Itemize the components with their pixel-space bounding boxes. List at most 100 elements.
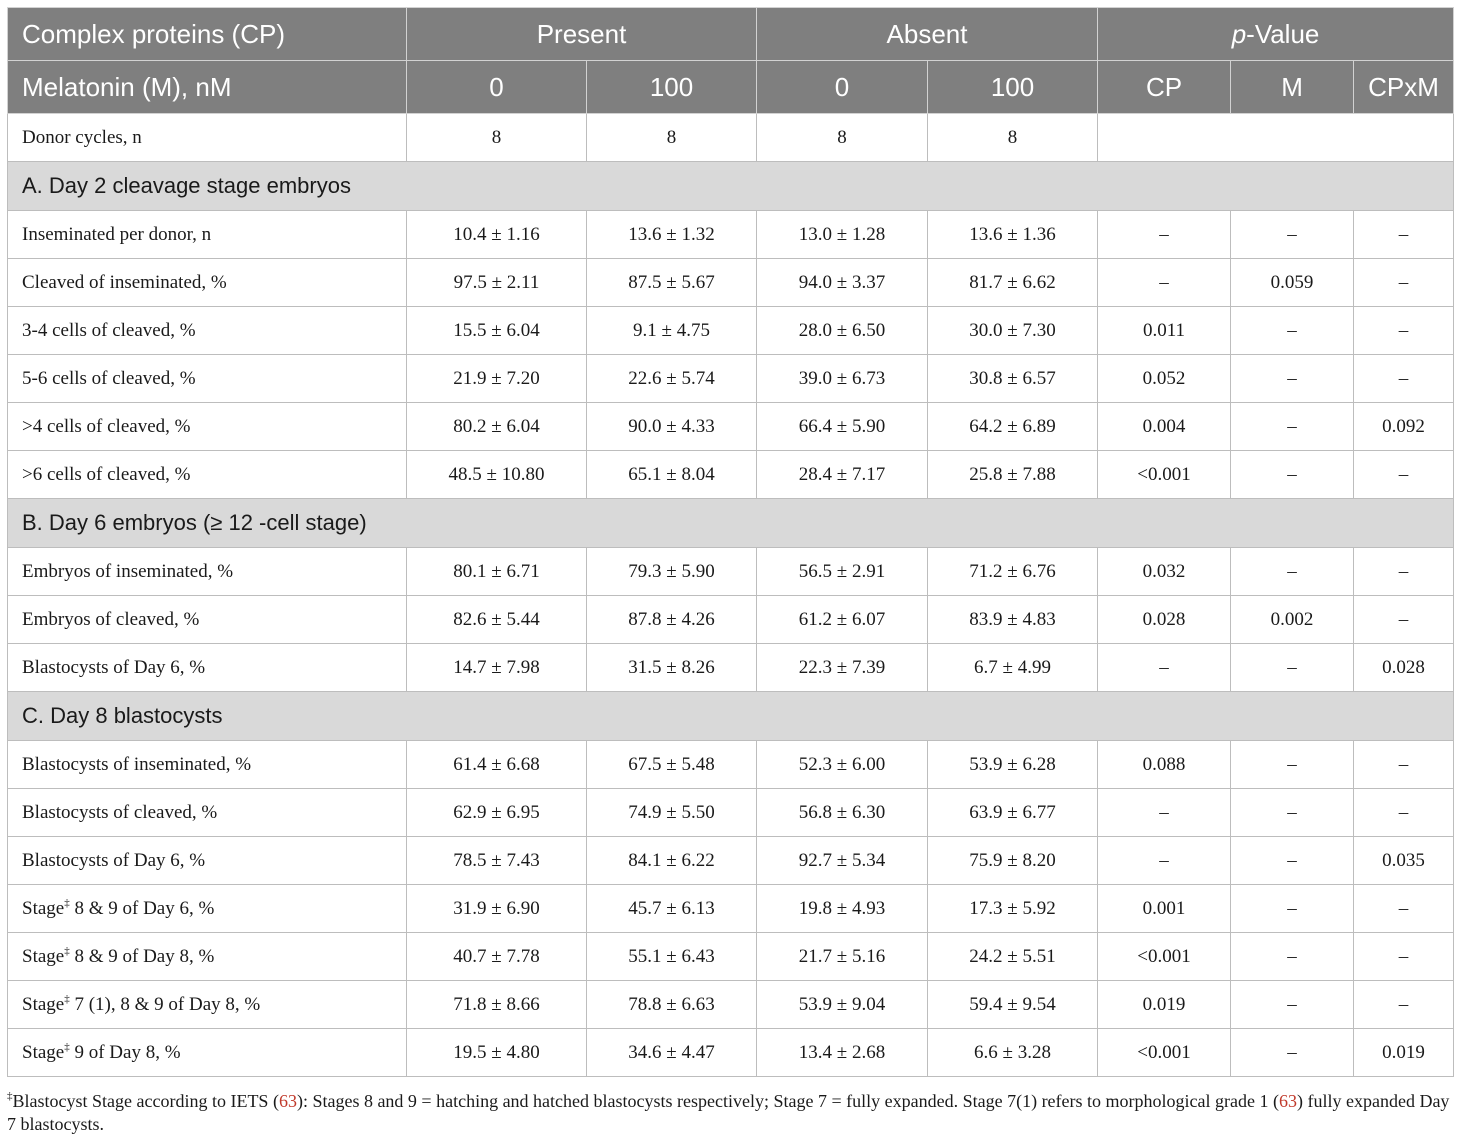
table-cell: 22.3 ± 7.39: [756, 643, 929, 692]
table-cell: –: [1353, 595, 1455, 644]
table-cell: –: [1097, 836, 1232, 885]
table-cell: –: [1353, 547, 1455, 596]
table-cell: 30.0 ± 7.30: [927, 306, 1099, 355]
row-label: >6 cells of cleaved, %: [7, 450, 407, 499]
table-cell: –: [1230, 1028, 1355, 1077]
footnote-text-1: Blastocyst Stage according to IETS (: [12, 1091, 279, 1111]
table-row: Embryos of inseminated, % 80.1 ± 6.71 79.3…: [7, 547, 1455, 596]
footnote-ref-link[interactable]: 63: [278, 1091, 297, 1111]
header-row-1: Complex proteins (CP) Present Absent p-V…: [7, 7, 1455, 61]
row-label-rest: 8 & 9 of Day 8, %: [69, 945, 215, 967]
results-table: Complex proteins (CP) Present Absent p-V…: [6, 7, 1455, 1077]
table-cell: 21.7 ± 5.16: [756, 932, 929, 981]
table-cell: –: [1230, 740, 1355, 789]
row-label: 5-6 cells of cleaved, %: [7, 354, 407, 403]
table-cell: –: [1353, 306, 1455, 355]
table-cell: 65.1 ± 8.04: [585, 450, 758, 499]
section-header-row: A. Day 2 cleavage stage embryos: [6, 161, 1455, 211]
header-present: Present: [405, 7, 758, 61]
row-label: Blastocysts of inseminated, %: [7, 740, 407, 789]
row-label: Cleaved of inseminated, %: [7, 258, 407, 307]
table-cell: –: [1097, 210, 1232, 259]
table-row: 3-4 cells of cleaved, % 15.5 ± 6.04 9.1 ± …: [7, 306, 1455, 355]
header-col-cpxm: CPxM: [1353, 60, 1455, 114]
row-label: Blastocysts of Day 6, %: [7, 643, 407, 692]
header-col-absent-0: 0: [756, 60, 929, 114]
row-label-stage: Stage: [22, 993, 65, 1015]
table-cell: 0.004: [1097, 402, 1232, 451]
table-cell: 56.5 ± 2.91: [756, 547, 929, 596]
table-cell: 31.5 ± 8.26: [585, 643, 758, 692]
table-cell: 19.8 ± 4.93: [756, 884, 929, 933]
table-cell: –: [1230, 932, 1355, 981]
header-p-value: p-Value: [1097, 7, 1455, 61]
table-cell: 0.035: [1353, 836, 1455, 885]
table-cell: 45.7 ± 6.13: [585, 884, 758, 933]
table-header: Complex proteins (CP) Present Absent p-V…: [7, 7, 1455, 114]
table-cell: 71.2 ± 6.76: [927, 547, 1099, 596]
header-p-italic: p: [1231, 18, 1247, 49]
table-row: Cleaved of inseminated, % 97.5 ± 2.11 87.5…: [7, 258, 1455, 307]
table-cell: –: [1230, 836, 1355, 885]
table-cell: 87.8 ± 4.26: [585, 595, 758, 644]
table-row: Stage‡ 9 of Day 8, % 19.5 ± 4.80 34.6 ± 4.…: [7, 1028, 1455, 1077]
table-cell: <0.001: [1097, 1028, 1232, 1077]
table-cell: 94.0 ± 3.37: [756, 258, 929, 307]
table-cell: 8: [585, 113, 758, 162]
table-cell: 8: [756, 113, 929, 162]
section-title: A. Day 2 cleavage stage embryos: [6, 161, 1455, 211]
header-row-2: Melatonin (M), nM 0 100 0 100 CP M CPxM: [7, 60, 1455, 114]
section-header-row: C. Day 8 blastocysts: [6, 691, 1455, 741]
results-table-container: Complex proteins (CP) Present Absent p-V…: [6, 7, 1455, 1077]
table-row: Stage‡ 8 & 9 of Day 8, % 40.7 ± 7.78 55.1 …: [7, 932, 1455, 981]
table-cell: 63.9 ± 6.77: [927, 788, 1099, 837]
header-melatonin: Melatonin (M), nM: [7, 60, 407, 114]
section-title: C. Day 8 blastocysts: [6, 691, 1455, 741]
table-cell: –: [1230, 788, 1355, 837]
table-cell: 61.4 ± 6.68: [406, 740, 587, 789]
table-cell: 28.0 ± 6.50: [756, 306, 929, 355]
table-row: Stage‡ 8 & 9 of Day 6, % 31.9 ± 6.90 45.7 …: [7, 884, 1455, 933]
header-col-present-0: 0: [406, 60, 587, 114]
table-cell: 0.019: [1097, 980, 1232, 1029]
table-cell: 83.9 ± 4.83: [927, 595, 1099, 644]
table-row: Blastocysts of Day 6, % 14.7 ± 7.98 31.5 ±…: [7, 643, 1455, 692]
table-cell: 13.6 ± 1.36: [927, 210, 1099, 259]
table-cell: 25.8 ± 7.88: [927, 450, 1099, 499]
table-cell: 56.8 ± 6.30: [756, 788, 929, 837]
table-cell: 0.092: [1353, 402, 1455, 451]
table-cell: 19.5 ± 4.80: [406, 1028, 587, 1077]
table-cell: 0.088: [1097, 740, 1232, 789]
table-cell: 0.059: [1230, 258, 1355, 307]
table-cell: –: [1353, 932, 1455, 981]
row-label: Blastocysts of cleaved, %: [7, 788, 407, 837]
row-label: Donor cycles, n: [7, 113, 407, 162]
table-cell: 10.4 ± 1.16: [406, 210, 587, 259]
table-cell: 0.028: [1353, 643, 1455, 692]
table-cell: 13.0 ± 1.28: [756, 210, 929, 259]
row-label: Embryos of inseminated, %: [7, 547, 407, 596]
table-row: Blastocysts of cleaved, % 62.9 ± 6.95 74.9…: [7, 788, 1455, 837]
table-cell: 17.3 ± 5.92: [927, 884, 1099, 933]
table-cell: 78.5 ± 7.43: [406, 836, 587, 885]
donor-cycles-row: Donor cycles, n 8 8 8 8: [7, 113, 1455, 162]
table-cell: 8: [406, 113, 587, 162]
table-cell: 15.5 ± 6.04: [406, 306, 587, 355]
table-row: >6 cells of cleaved, % 48.5 ± 10.80 65.1 ±…: [7, 450, 1455, 499]
table-cell: 22.6 ± 5.74: [585, 354, 758, 403]
table-cell: 0.028: [1097, 595, 1232, 644]
row-label: Inseminated per donor, n: [7, 210, 407, 259]
table-cell: 67.5 ± 5.48: [585, 740, 758, 789]
table-cell: 0.001: [1097, 884, 1232, 933]
footnote-ref-link[interactable]: 63: [1278, 1091, 1297, 1111]
table-body: Donor cycles, n 8 8 8 8 A. Day 2 cleavag…: [6, 113, 1455, 1077]
table-cell: –: [1097, 788, 1232, 837]
table-cell: –: [1353, 258, 1455, 307]
table-cell: –: [1353, 740, 1455, 789]
table-cell: 81.7 ± 6.62: [927, 258, 1099, 307]
table-cell: 30.8 ± 6.57: [927, 354, 1099, 403]
table-row: Inseminated per donor, n 10.4 ± 1.16 13.6 …: [7, 210, 1455, 259]
table-cell: 78.8 ± 6.63: [585, 980, 758, 1029]
table-cell-empty: [1097, 113, 1455, 162]
table-row: Stage‡ 7 (1), 8 & 9 of Day 8, % 71.8 ± 8.…: [7, 980, 1455, 1029]
